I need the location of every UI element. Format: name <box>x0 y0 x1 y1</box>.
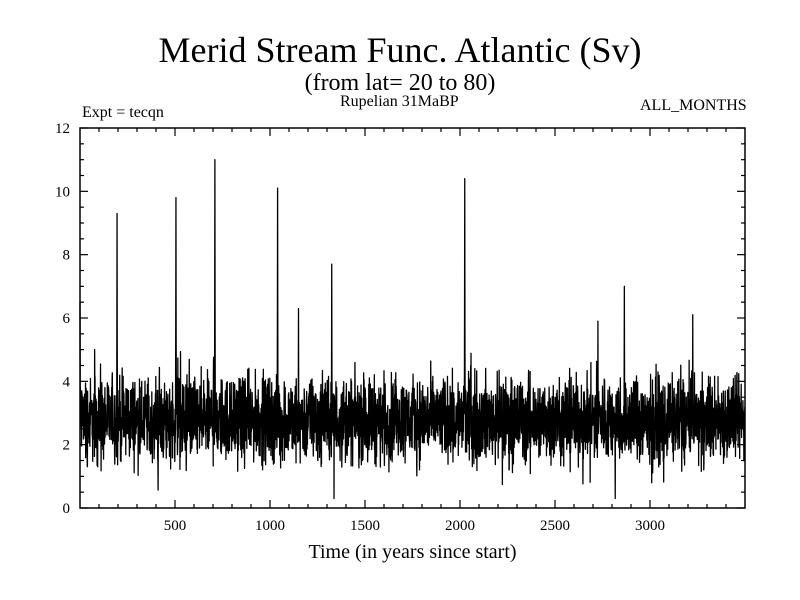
y-tick-label: 6 <box>63 311 71 327</box>
series-line <box>79 159 746 500</box>
x-tick-label: 3000 <box>635 518 665 534</box>
x-axis-label: Time (in years since start) <box>308 541 516 563</box>
y-tick-label: 12 <box>55 121 70 137</box>
y-tick-label: 8 <box>63 248 71 264</box>
chart-title: Merid Stream Func. Atlantic (Sv) <box>158 30 642 70</box>
chart-subtitle: (from lat= 20 to 80) <box>304 70 496 96</box>
x-tick-label: 2000 <box>445 518 475 534</box>
period-label: Rupelian 31MaBP <box>340 93 459 110</box>
y-tick-label: 2 <box>63 438 71 454</box>
y-tick-label: 4 <box>63 374 71 390</box>
x-tick-label: 2500 <box>540 518 570 534</box>
tick-layer: 0 2 4 6 8 10 12 500 1000 1500 2000 2500 3000 <box>55 121 745 534</box>
experiment-label: Expt = tecqn <box>82 104 164 121</box>
x-tick-label: 1000 <box>255 518 285 534</box>
y-tick-label: 0 <box>63 501 71 517</box>
x-tick-label: 1500 <box>350 518 380 534</box>
y-tick-label: 10 <box>55 184 70 200</box>
series-layer <box>79 159 746 500</box>
x-tick-label: 500 <box>164 518 187 534</box>
months-label: ALL_MONTHS <box>640 97 747 114</box>
